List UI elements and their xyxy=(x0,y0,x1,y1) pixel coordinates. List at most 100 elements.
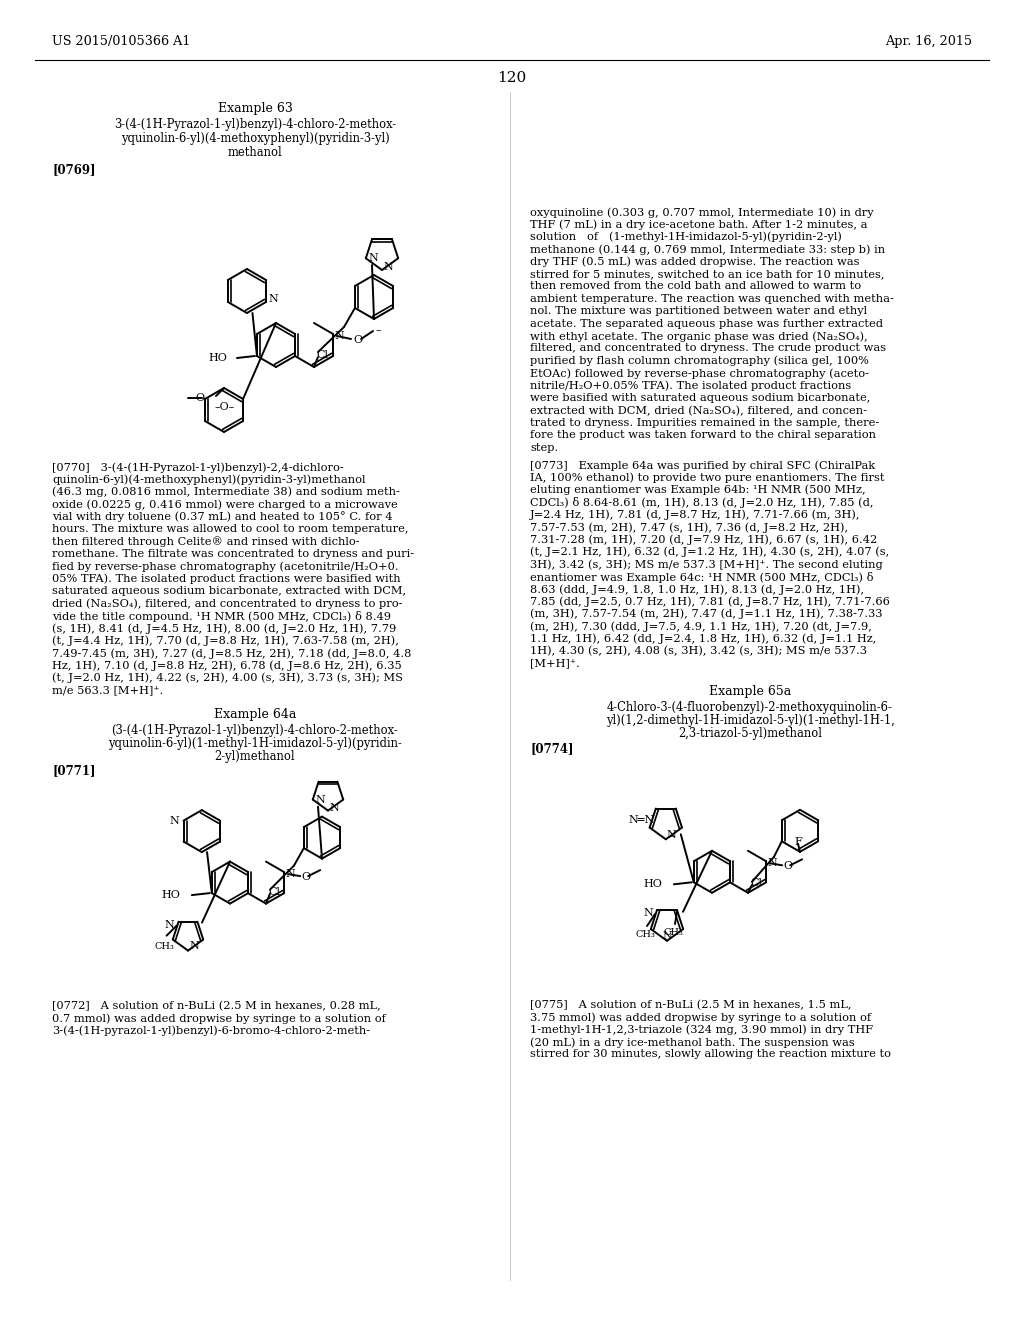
Text: N: N xyxy=(286,869,295,879)
Text: IA, 100% ethanol) to provide two pure enantiomers. The first: IA, 100% ethanol) to provide two pure en… xyxy=(530,473,885,483)
Text: 8.63 (ddd, J=4.9, 1.8, 1.0 Hz, 1H), 8.13 (d, J=2.0 Hz, 1H),: 8.63 (ddd, J=4.9, 1.8, 1.0 Hz, 1H), 8.13… xyxy=(530,583,864,594)
Text: Apr. 16, 2015: Apr. 16, 2015 xyxy=(885,36,972,49)
Text: quinolin-6-yl)(4-methoxyphenyl)(pyridin-3-yl)methanol: quinolin-6-yl)(4-methoxyphenyl)(pyridin-… xyxy=(52,474,366,484)
Text: 3-(4-(1H-Pyrazol-1-yl)benzyl)-4-chloro-2-methox-: 3-(4-(1H-Pyrazol-1-yl)benzyl)-4-chloro-2… xyxy=(114,117,396,131)
Text: N: N xyxy=(663,931,672,941)
Text: 3-(4-(1H-pyrazol-1-yl)benzyl)-6-bromo-4-chloro-2-meth-: 3-(4-(1H-pyrazol-1-yl)benzyl)-6-bromo-4-… xyxy=(52,1026,370,1036)
Text: Example 65a: Example 65a xyxy=(709,685,792,698)
Text: N: N xyxy=(329,803,339,813)
Text: methanol: methanol xyxy=(227,147,283,158)
Text: stirred for 5 minutes, switched to an ice bath for 10 minutes,: stirred for 5 minutes, switched to an ic… xyxy=(530,269,885,279)
Text: hours. The mixture was allowed to cool to room temperature,: hours. The mixture was allowed to cool t… xyxy=(52,524,409,535)
Text: N: N xyxy=(767,858,777,869)
Text: 7.31-7.28 (m, 1H), 7.20 (d, J=7.9 Hz, 1H), 6.67 (s, 1H), 6.42: 7.31-7.28 (m, 1H), 7.20 (d, J=7.9 Hz, 1H… xyxy=(530,535,878,545)
Text: N: N xyxy=(667,830,677,841)
Text: (t, J=2.1 Hz, 1H), 6.32 (d, J=1.2 Hz, 1H), 4.30 (s, 2H), 4.07 (s,: (t, J=2.1 Hz, 1H), 6.32 (d, J=1.2 Hz, 1H… xyxy=(530,546,889,557)
Text: methanone (0.144 g, 0.769 mmol, Intermediate 33: step b) in: methanone (0.144 g, 0.769 mmol, Intermed… xyxy=(530,244,885,255)
Text: CH₃: CH₃ xyxy=(155,941,174,950)
Text: then filtered through Celite® and rinsed with dichlo-: then filtered through Celite® and rinsed… xyxy=(52,536,359,548)
Text: 05% TFA). The isolated product fractions were basified with: 05% TFA). The isolated product fractions… xyxy=(52,574,400,585)
Text: N: N xyxy=(334,331,344,341)
Text: Cl: Cl xyxy=(268,887,280,896)
Text: HO: HO xyxy=(161,890,180,900)
Text: extracted with DCM, dried (Na₂SO₄), filtered, and concen-: extracted with DCM, dried (Na₂SO₄), filt… xyxy=(530,405,867,416)
Text: m/e 563.3 [M+H]⁺.: m/e 563.3 [M+H]⁺. xyxy=(52,685,163,696)
Text: ambient temperature. The reaction was quenched with metha-: ambient temperature. The reaction was qu… xyxy=(530,294,894,304)
Text: 1H), 4.30 (s, 2H), 4.08 (s, 3H), 3.42 (s, 3H); MS m/e 537.3: 1H), 4.30 (s, 2H), 4.08 (s, 3H), 3.42 (s… xyxy=(530,645,867,656)
Text: enantiomer was Example 64c: ¹H NMR (500 MHz, CDCl₃) δ: enantiomer was Example 64c: ¹H NMR (500 … xyxy=(530,572,873,582)
Text: nol. The mixture was partitioned between water and ethyl: nol. The mixture was partitioned between… xyxy=(530,306,867,317)
Text: J=2.4 Hz, 1H), 7.81 (d, J=8.7 Hz, 1H), 7.71-7.66 (m, 3H),: J=2.4 Hz, 1H), 7.81 (d, J=8.7 Hz, 1H), 7… xyxy=(530,510,860,520)
Text: Cl: Cl xyxy=(750,878,762,888)
Text: (t, J=4.4 Hz, 1H), 7.70 (d, J=8.8 Hz, 1H), 7.63-7.58 (m, 2H),: (t, J=4.4 Hz, 1H), 7.70 (d, J=8.8 Hz, 1H… xyxy=(52,636,399,647)
Text: (t, J=2.0 Hz, 1H), 4.22 (s, 2H), 4.00 (s, 3H), 3.73 (s, 3H); MS: (t, J=2.0 Hz, 1H), 4.22 (s, 2H), 4.00 (s… xyxy=(52,673,403,684)
Text: –: – xyxy=(375,325,381,335)
Text: solution   of   (1-methyl-1H-imidazol-5-yl)(pyridin-2-yl): solution of (1-methyl-1H-imidazol-5-yl)(… xyxy=(530,232,842,243)
Text: O: O xyxy=(353,335,362,345)
Text: [0772]   A solution of n-BuLi (2.5 M in hexanes, 0.28 mL,: [0772] A solution of n-BuLi (2.5 M in he… xyxy=(52,1001,381,1011)
Text: trated to dryness. Impurities remained in the sample, there-: trated to dryness. Impurities remained i… xyxy=(530,418,880,428)
Text: saturated aqueous sodium bicarbonate, extracted with DCM,: saturated aqueous sodium bicarbonate, ex… xyxy=(52,586,407,597)
Text: N: N xyxy=(189,941,199,950)
Text: Example 63: Example 63 xyxy=(217,102,293,115)
Text: 120: 120 xyxy=(498,71,526,84)
Text: Example 64a: Example 64a xyxy=(214,708,296,721)
Text: yl)(1,2-dimethyl-1H-imidazol-5-yl)(1-methyl-1H-1,: yl)(1,2-dimethyl-1H-imidazol-5-yl)(1-met… xyxy=(605,714,894,727)
Text: fied by reverse-phase chromatography (acetonitrile/H₂O+0.: fied by reverse-phase chromatography (ac… xyxy=(52,561,398,572)
Text: HO: HO xyxy=(643,879,662,890)
Text: –O–: –O– xyxy=(215,403,236,412)
Text: N: N xyxy=(643,908,653,917)
Text: THF (7 mL) in a dry ice-acetone bath. After 1-2 minutes, a: THF (7 mL) in a dry ice-acetone bath. Af… xyxy=(530,219,867,230)
Text: US 2015/0105366 A1: US 2015/0105366 A1 xyxy=(52,36,190,49)
Text: 4-Chloro-3-(4-fluorobenzyl)-2-methoxyquinolin-6-: 4-Chloro-3-(4-fluorobenzyl)-2-methoxyqui… xyxy=(607,701,893,714)
Text: yquinolin-6-yl)(1-methyl-1H-imidazol-5-yl)(pyridin-: yquinolin-6-yl)(1-methyl-1H-imidazol-5-y… xyxy=(109,737,402,750)
Text: 1.1 Hz, 1H), 6.42 (dd, J=2.4, 1.8 Hz, 1H), 6.32 (d, J=1.1 Hz,: 1.1 Hz, 1H), 6.42 (dd, J=2.4, 1.8 Hz, 1H… xyxy=(530,634,877,644)
Text: N: N xyxy=(170,816,179,825)
Text: romethane. The filtrate was concentrated to dryness and puri-: romethane. The filtrate was concentrated… xyxy=(52,549,414,558)
Text: (s, 1H), 8.41 (d, J=4.5 Hz, 1H), 8.00 (d, J=2.0 Hz, 1H), 7.79: (s, 1H), 8.41 (d, J=4.5 Hz, 1H), 8.00 (d… xyxy=(52,623,396,634)
Text: with ethyl acetate. The organic phase was dried (Na₂SO₄),: with ethyl acetate. The organic phase wa… xyxy=(530,331,867,342)
Text: 0.7 mmol) was added dropwise by syringe to a solution of: 0.7 mmol) was added dropwise by syringe … xyxy=(52,1012,386,1023)
Text: dried (Na₂SO₄), filtered, and concentrated to dryness to pro-: dried (Na₂SO₄), filtered, and concentrat… xyxy=(52,598,402,609)
Text: nitrile/H₂O+0.05% TFA). The isolated product fractions: nitrile/H₂O+0.05% TFA). The isolated pro… xyxy=(530,380,851,391)
Text: oxide (0.0225 g, 0.416 mmol) were charged to a microwave: oxide (0.0225 g, 0.416 mmol) were charge… xyxy=(52,499,397,510)
Text: 3H), 3.42 (s, 3H); MS m/e 537.3 [M+H]⁺. The second eluting: 3H), 3.42 (s, 3H); MS m/e 537.3 [M+H]⁺. … xyxy=(530,560,883,570)
Text: (3-(4-(1H-Pyrazol-1-yl)benzyl)-4-chloro-2-methox-: (3-(4-(1H-Pyrazol-1-yl)benzyl)-4-chloro-… xyxy=(112,723,398,737)
Text: [0770]   3-(4-(1H-Pyrazol-1-yl)benzyl)-2,4-dichloro-: [0770] 3-(4-(1H-Pyrazol-1-yl)benzyl)-2,4… xyxy=(52,462,344,473)
Text: HO: HO xyxy=(208,352,227,363)
Text: 7.85 (dd, J=2.5, 0.7 Hz, 1H), 7.81 (d, J=8.7 Hz, 1H), 7.71-7.66: 7.85 (dd, J=2.5, 0.7 Hz, 1H), 7.81 (d, J… xyxy=(530,597,890,607)
Text: fore the product was taken forward to the chiral separation: fore the product was taken forward to th… xyxy=(530,430,876,440)
Text: [0769]: [0769] xyxy=(52,162,95,176)
Text: acetate. The separated aqueous phase was further extracted: acetate. The separated aqueous phase was… xyxy=(530,318,883,329)
Text: Hz, 1H), 7.10 (d, J=8.8 Hz, 2H), 6.78 (d, J=8.6 Hz, 2H), 6.35: Hz, 1H), 7.10 (d, J=8.8 Hz, 2H), 6.78 (d… xyxy=(52,660,401,671)
Text: O: O xyxy=(195,393,204,403)
Text: (m, 3H), 7.57-7.54 (m, 2H), 7.47 (d, J=1.1 Hz, 1H), 7.38-7.33: (m, 3H), 7.57-7.54 (m, 2H), 7.47 (d, J=1… xyxy=(530,609,883,619)
Text: [0775]   A solution of n-BuLi (2.5 M in hexanes, 1.5 mL,: [0775] A solution of n-BuLi (2.5 M in he… xyxy=(530,999,852,1010)
Text: F: F xyxy=(795,837,802,847)
Text: O: O xyxy=(301,873,310,882)
Text: –: – xyxy=(670,832,676,841)
Text: eluting enantiomer was Example 64b: ¹H NMR (500 MHz,: eluting enantiomer was Example 64b: ¹H N… xyxy=(530,484,865,495)
Text: [M+H]⁺.: [M+H]⁺. xyxy=(530,659,580,668)
Text: EtOAc) followed by reverse-phase chromatography (aceto-: EtOAc) followed by reverse-phase chromat… xyxy=(530,368,869,379)
Text: [0774]: [0774] xyxy=(530,742,573,755)
Text: oxyquinoline (0.303 g, 0.707 mmol, Intermediate 10) in dry: oxyquinoline (0.303 g, 0.707 mmol, Inter… xyxy=(530,207,873,218)
Text: 2-yl)methanol: 2-yl)methanol xyxy=(215,750,295,763)
Text: (20 mL) in a dry ice-methanol bath. The suspension was: (20 mL) in a dry ice-methanol bath. The … xyxy=(530,1038,855,1048)
Text: CH₃: CH₃ xyxy=(635,931,655,939)
Text: N: N xyxy=(165,920,175,929)
Text: filtered, and concentrated to dryness. The crude product was: filtered, and concentrated to dryness. T… xyxy=(530,343,886,354)
Text: (m, 2H), 7.30 (ddd, J=7.5, 4.9, 1.1 Hz, 1H), 7.20 (dt, J=7.9,: (m, 2H), 7.30 (ddd, J=7.5, 4.9, 1.1 Hz, … xyxy=(530,622,871,632)
Text: O: O xyxy=(783,861,793,871)
Text: stirred for 30 minutes, slowly allowing the reaction mixture to: stirred for 30 minutes, slowly allowing … xyxy=(530,1049,891,1060)
Text: 3.75 mmol) was added dropwise by syringe to a solution of: 3.75 mmol) was added dropwise by syringe… xyxy=(530,1012,871,1023)
Text: N: N xyxy=(315,795,326,805)
Text: then removed from the cold bath and allowed to warm to: then removed from the cold bath and allo… xyxy=(530,281,861,292)
Text: N═N: N═N xyxy=(629,814,654,825)
Text: 7.57-7.53 (m, 2H), 7.47 (s, 1H), 7.36 (d, J=8.2 Hz, 2H),: 7.57-7.53 (m, 2H), 7.47 (s, 1H), 7.36 (d… xyxy=(530,521,848,532)
Text: N: N xyxy=(383,261,393,272)
Text: 1-methyl-1H-1,2,3-triazole (324 mg, 3.90 mmol) in dry THF: 1-methyl-1H-1,2,3-triazole (324 mg, 3.90… xyxy=(530,1024,873,1035)
Text: were basified with saturated aqueous sodium bicarbonate,: were basified with saturated aqueous sod… xyxy=(530,393,870,403)
Text: Cl: Cl xyxy=(316,350,328,360)
Text: N: N xyxy=(268,294,278,304)
